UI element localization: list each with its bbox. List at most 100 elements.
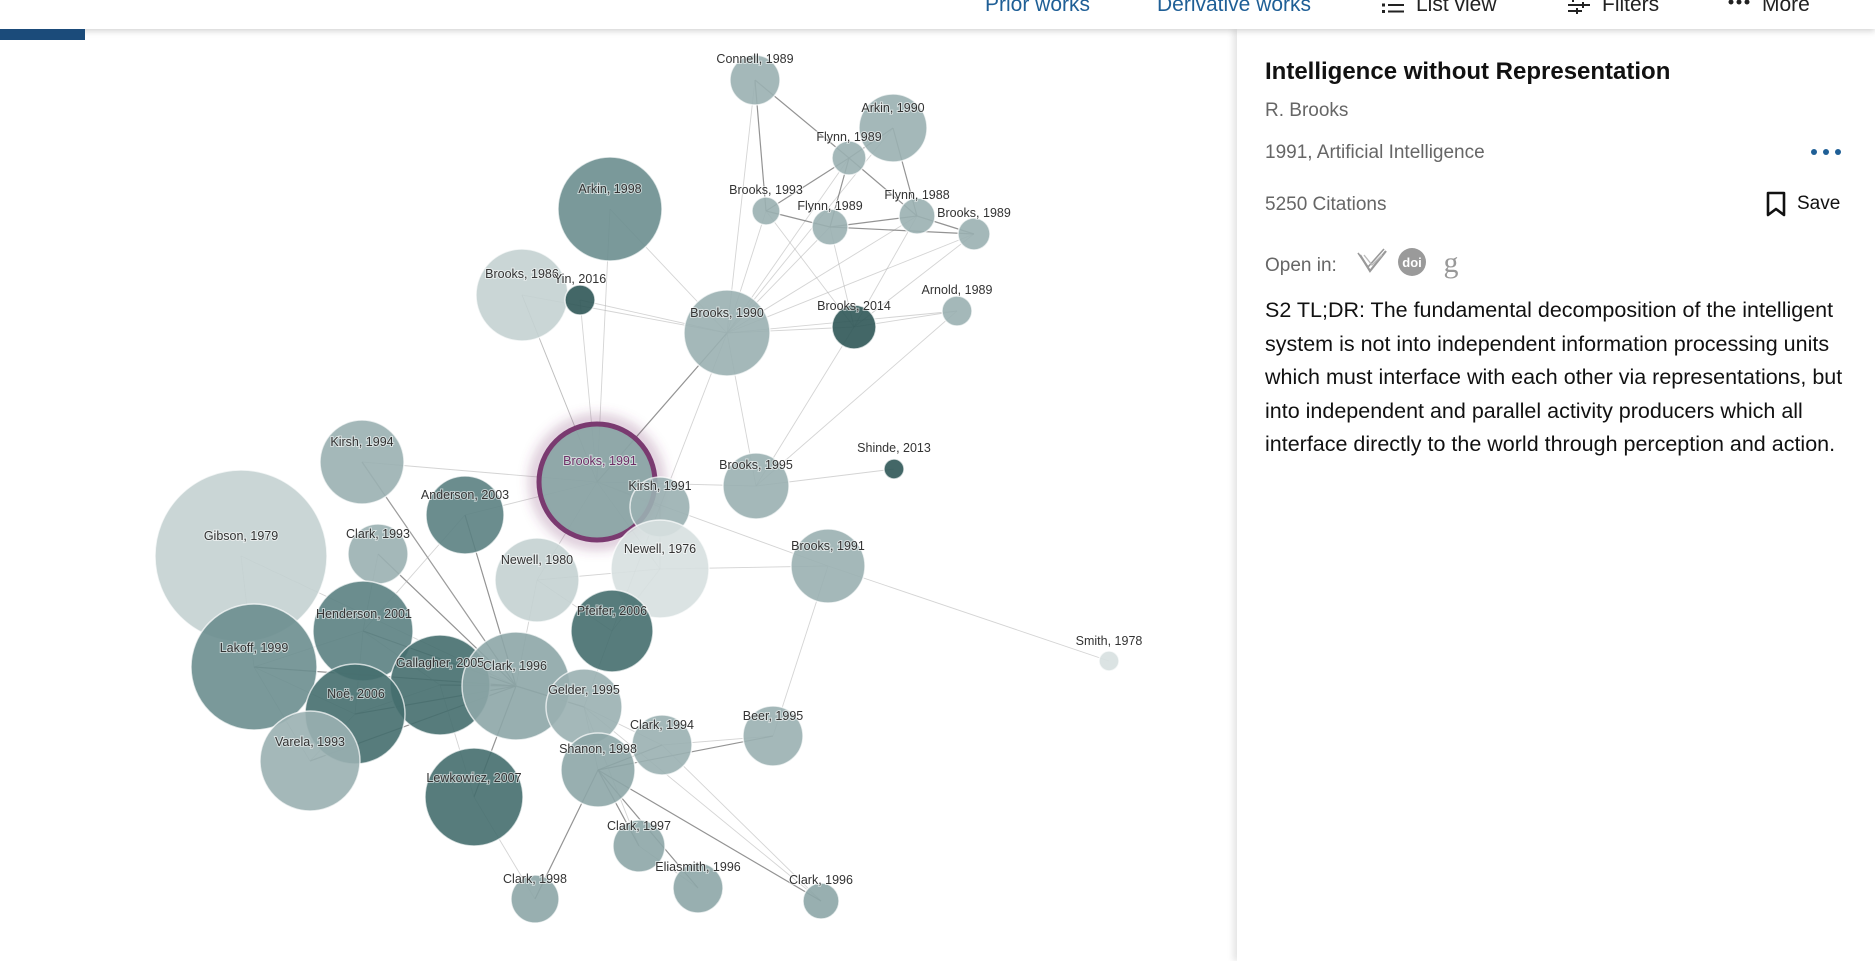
- doi-icon-text: doi: [1402, 255, 1422, 270]
- paper-node-label: Gelder, 1995: [548, 683, 620, 697]
- citation-edge: [597, 769, 822, 902]
- paper-node[interactable]: [831, 304, 877, 350]
- paper-node-label: Clark, 1996: [483, 659, 547, 673]
- citation-edge: [661, 744, 822, 902]
- citation-edge: [755, 310, 958, 487]
- prior-works-link[interactable]: Prior works: [985, 0, 1091, 16]
- paper-node-label: Yin, 2016: [554, 272, 606, 286]
- paper-node-label: Brooks, 1989: [937, 206, 1011, 220]
- paper-node-label: Anderson, 2003: [421, 488, 509, 502]
- paper-node[interactable]: [631, 714, 693, 776]
- paper-node[interactable]: [1098, 650, 1120, 672]
- citation-edge: [583, 706, 822, 902]
- derivative-works-link[interactable]: Derivative works: [1157, 0, 1312, 16]
- paper-node-label: Brooks, 2014: [817, 299, 891, 313]
- paper-node-label: Brooks, 1986: [485, 267, 559, 281]
- paper-node[interactable]: [751, 196, 781, 226]
- paper-node-label: Clark, 1996: [789, 873, 853, 887]
- paper-node-label: Shinde, 2013: [857, 441, 931, 455]
- google-scholar-icon[interactable]: g: [1434, 245, 1468, 279]
- open-in-label: Open in:: [1265, 255, 1337, 276]
- paper-node[interactable]: [510, 874, 560, 924]
- more-label: More: [1762, 0, 1810, 16]
- paper-node-label: Flynn, 1989: [797, 199, 862, 213]
- paper-node[interactable]: [545, 668, 623, 746]
- paper-node[interactable]: [557, 156, 663, 262]
- paper-node-label: Varela, 1993: [275, 735, 345, 749]
- paper-node-label: Clark, 1998: [503, 872, 567, 886]
- paper-title: Intelligence without Representation: [1265, 58, 1671, 85]
- graph-labels: Connell, 1989 Arkin, 1990 Flynn, 1989 Brook…: [203, 51, 1144, 888]
- paper-node-label: Gibson, 1979: [204, 529, 278, 543]
- paper-node[interactable]: [610, 519, 710, 619]
- paper-node[interactable]: [790, 528, 866, 604]
- paper-node[interactable]: [494, 537, 580, 623]
- paper-node[interactable]: [190, 603, 318, 731]
- paper-node-label: Arkin, 1998: [578, 182, 641, 196]
- paper-node-label: Clark, 1994: [630, 718, 694, 732]
- paper-node[interactable]: [570, 589, 654, 673]
- doi-icon[interactable]: doi: [1395, 245, 1429, 279]
- paper-node-label: Brooks, 1991: [563, 454, 637, 468]
- paper-node[interactable]: [729, 54, 781, 106]
- paper-node[interactable]: [564, 284, 596, 316]
- graph-nodes[interactable]: [154, 54, 1120, 924]
- scholar-icon-text: g: [1444, 246, 1459, 279]
- paper-node-label: Gallagher, 2005: [396, 656, 484, 670]
- paper-node-label: Lakoff, 1999: [220, 641, 289, 655]
- paper-node[interactable]: [259, 710, 361, 812]
- paper-node-label: Newell, 1980: [501, 553, 573, 567]
- paper-node-label: Flynn, 1988: [884, 188, 949, 202]
- paper-node-label: Noë, 2006: [327, 687, 385, 701]
- paper-node[interactable]: [811, 208, 849, 246]
- paper-author-link[interactable]: R. Brooks: [1265, 100, 1349, 121]
- paper-node-label: Brooks, 1993: [729, 183, 803, 197]
- active-tab-indicator: [0, 29, 85, 40]
- citation-edge: [853, 233, 975, 328]
- paper-node-label: Arnold, 1989: [922, 283, 993, 297]
- graph-canvas[interactable]: Connell, 1989 Arkin, 1990 Flynn, 1989 Brook…: [0, 29, 1237, 961]
- paper-node[interactable]: [957, 217, 991, 251]
- paper-options-icon[interactable]: [1808, 139, 1844, 163]
- top-toolbar: Prior works Derivative works List view F…: [0, 0, 1875, 40]
- paper-node-label: Newell, 1976: [624, 542, 696, 556]
- paper-node[interactable]: [802, 882, 840, 920]
- filters-label: Filters: [1602, 0, 1660, 16]
- paper-node-label: Flynn, 1989: [816, 130, 881, 144]
- tldr-summary: S2 TL;DR: The fundamental decomposition …: [1265, 298, 1843, 456]
- paper-node[interactable]: [560, 732, 636, 808]
- citation-graph[interactable]: Connell, 1989 Arkin, 1990 Flynn, 1989 Brook…: [0, 29, 1237, 961]
- paper-node[interactable]: [742, 705, 804, 767]
- paper-node-label: Brooks, 1990: [690, 306, 764, 320]
- paper-node[interactable]: [424, 747, 524, 847]
- paper-node[interactable]: [831, 140, 867, 176]
- paper-node[interactable]: [612, 819, 666, 873]
- bookmark-icon: [1766, 191, 1786, 217]
- paper-node[interactable]: [319, 419, 405, 505]
- citation-edge: [827, 565, 1110, 662]
- paper-node-label: Smith, 1978: [1076, 634, 1143, 648]
- filters-button[interactable]: Filters: [1568, 0, 1659, 17]
- paper-node[interactable]: [425, 475, 505, 555]
- paper-node[interactable]: [941, 295, 973, 327]
- paper-node[interactable]: [683, 289, 771, 377]
- paper-venue: 1991, Artificial Intelligence: [1265, 142, 1485, 163]
- citation-edge: [726, 233, 975, 334]
- semantic-scholar-icon[interactable]: [1356, 245, 1390, 279]
- paper-node-label: Eliasmith, 1996: [655, 860, 741, 874]
- paper-node-label: Kirsh, 1991: [628, 479, 691, 493]
- more-button[interactable]: More: [1728, 0, 1810, 17]
- list-view-button[interactable]: List view: [1382, 0, 1497, 17]
- paper-node[interactable]: [722, 452, 790, 520]
- paper-node[interactable]: [898, 197, 936, 235]
- paper-node[interactable]: [858, 93, 928, 163]
- paper-node-label: Shanon, 1998: [559, 742, 637, 756]
- paper-node[interactable]: [672, 862, 724, 914]
- paper-node[interactable]: [475, 248, 569, 342]
- save-button[interactable]: Save: [1765, 191, 1840, 217]
- paper-node-label: Clark, 1997: [607, 819, 671, 833]
- citation-count: 5250 Citations: [1265, 194, 1387, 215]
- list-icon: [1382, 3, 1404, 13]
- paper-node[interactable]: [883, 458, 905, 480]
- citation-edge: [829, 226, 975, 235]
